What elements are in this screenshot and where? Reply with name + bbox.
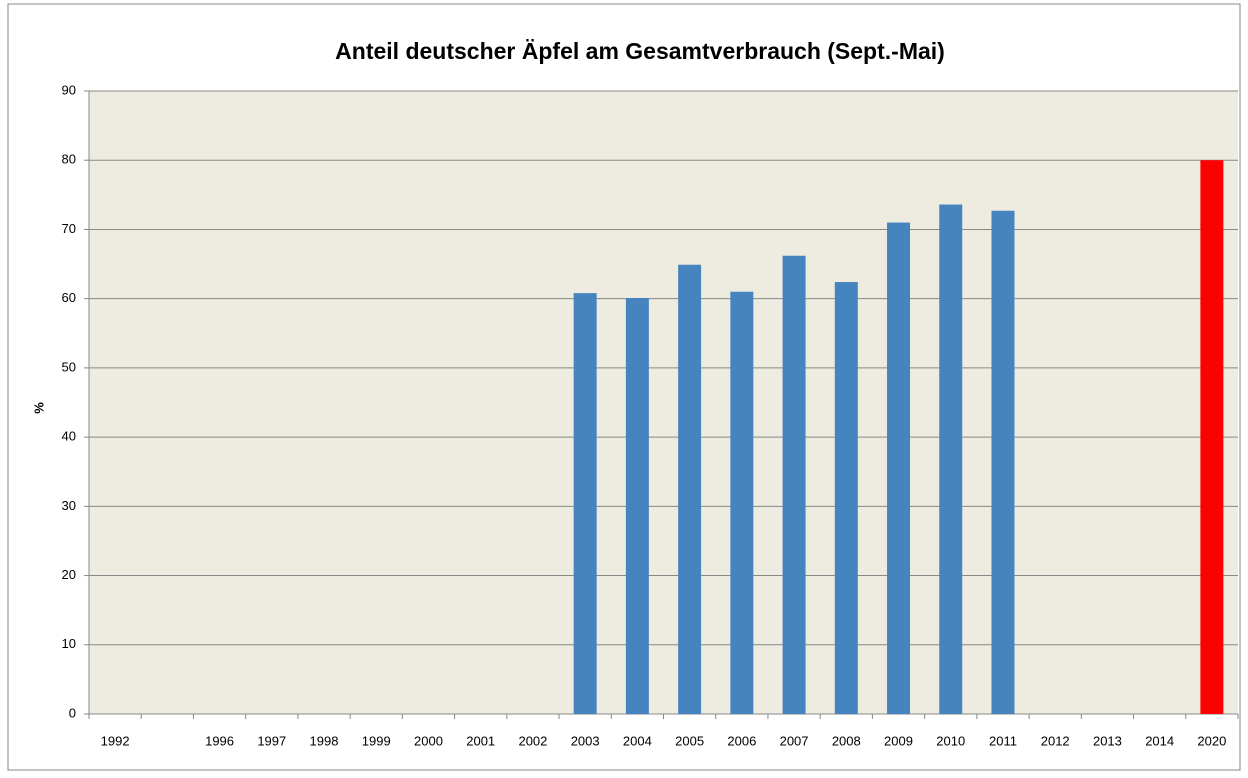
x-tick-label: 2012 — [1041, 733, 1070, 748]
x-tick-label: 1999 — [362, 733, 391, 748]
x-tick-label: 2011 — [989, 733, 1017, 748]
y-tick-label: 70 — [62, 221, 76, 236]
y-tick-label: 20 — [62, 567, 76, 582]
bar — [678, 264, 702, 714]
x-tick-label: 2004 — [623, 733, 652, 748]
chart-title: Anteil deutscher Äpfel am Gesamtverbrauc… — [335, 38, 945, 64]
bar — [782, 255, 806, 714]
x-tick-label: 2010 — [936, 733, 965, 748]
x-tick-label: 2007 — [780, 733, 809, 748]
x-tick-label: 2001 — [466, 733, 495, 748]
x-tick-label: 1996 — [205, 733, 234, 748]
y-axis-label: % — [31, 402, 46, 414]
x-tick-label: 2005 — [675, 733, 704, 748]
bar — [573, 293, 597, 714]
x-tick-label: 1997 — [257, 733, 286, 748]
x-tick-label: 2008 — [832, 733, 861, 748]
x-tick-label: 2013 — [1093, 733, 1122, 748]
x-tick-label: 2000 — [414, 733, 443, 748]
x-tick-label: 2003 — [571, 733, 600, 748]
y-tick-label: 50 — [62, 359, 76, 374]
y-tick-label: 90 — [62, 82, 76, 97]
y-tick-label: 30 — [62, 498, 76, 513]
y-tick-label: 0 — [69, 705, 76, 720]
x-tick-label: 2009 — [884, 733, 913, 748]
bar — [991, 210, 1015, 714]
y-tick-label: 60 — [62, 290, 76, 305]
x-tick-label: 2020 — [1197, 733, 1226, 748]
bar — [730, 291, 754, 714]
y-tick-label: 40 — [62, 429, 76, 444]
bar — [939, 204, 963, 714]
bar — [834, 282, 858, 714]
y-tick-label: 80 — [62, 152, 76, 167]
bar — [1200, 160, 1224, 714]
x-tick-label: 1998 — [310, 733, 339, 748]
plot-area — [89, 91, 1238, 714]
y-tick-label: 10 — [62, 636, 76, 651]
x-tick-label: 2014 — [1145, 733, 1174, 748]
bar — [887, 222, 911, 714]
x-tick-label: 2006 — [727, 733, 756, 748]
bar — [625, 297, 649, 714]
x-tick-label: 1992 — [101, 733, 130, 748]
x-tick-label: 2002 — [518, 733, 547, 748]
